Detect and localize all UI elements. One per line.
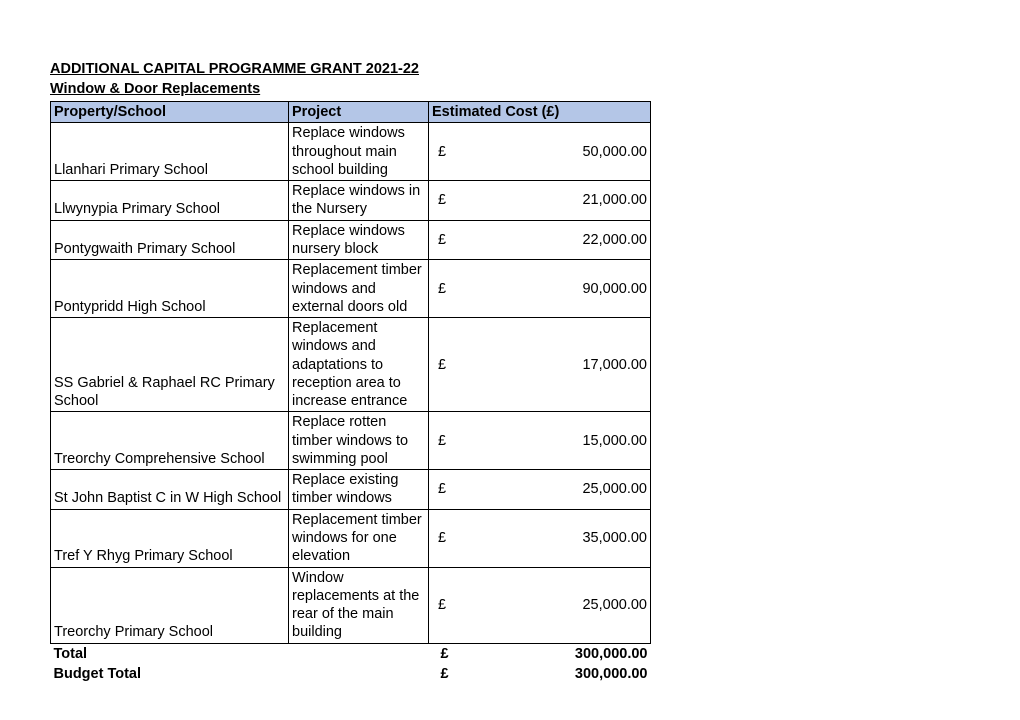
footer-label: Total: [51, 643, 289, 664]
table-row: Pontypridd High SchoolReplacement timber…: [51, 260, 651, 318]
table-row: Treorchy Comprehensive SchoolReplace rot…: [51, 412, 651, 470]
footer-label: Budget Total: [51, 664, 289, 684]
cost-amount: 22,000.00: [582, 231, 647, 249]
cell-cost: £90,000.00: [429, 260, 651, 318]
cost-amount: 35,000.00: [582, 529, 647, 547]
currency-symbol: £: [432, 529, 446, 547]
cost-amount: 25,000.00: [582, 480, 647, 498]
cell-project: Replacement windows and adaptations to r…: [289, 318, 429, 412]
cell-project: Replace windows in the Nursery: [289, 181, 429, 221]
cell-cost: £21,000.00: [429, 181, 651, 221]
cell-property: Treorchy Primary School: [51, 567, 289, 643]
footer-cost: £300,000.00: [429, 664, 651, 684]
cell-project: Replace rotten timber windows to swimmin…: [289, 412, 429, 470]
currency-symbol: £: [432, 231, 446, 249]
cost-amount: 17,000.00: [582, 356, 647, 374]
table-row: St John Baptist C in W High SchoolReplac…: [51, 470, 651, 510]
cost-amount: 300,000.00: [575, 665, 648, 683]
table-row: Llwynypia Primary SchoolReplace windows …: [51, 181, 651, 221]
cell-cost: £22,000.00: [429, 220, 651, 260]
cell-project: Replace windows nursery block: [289, 220, 429, 260]
cell-property: Tref Y Rhyg Primary School: [51, 509, 289, 567]
title-line-1: ADDITIONAL CAPITAL PROGRAMME GRANT 2021-…: [50, 60, 970, 80]
currency-symbol: £: [432, 356, 446, 374]
cell-property: Llanhari Primary School: [51, 123, 289, 181]
cost-amount: 15,000.00: [582, 432, 647, 450]
footer-blank: [289, 664, 429, 684]
cell-cost: £25,000.00: [429, 470, 651, 510]
cell-cost: £25,000.00: [429, 567, 651, 643]
cell-property: SS Gabriel & Raphael RC Primary School: [51, 318, 289, 412]
cell-project: Replacement timber windows for one eleva…: [289, 509, 429, 567]
currency-symbol: £: [432, 143, 446, 161]
col-header-cost: Estimated Cost (£): [429, 102, 651, 123]
table-row: SS Gabriel & Raphael RC Primary SchoolRe…: [51, 318, 651, 412]
cell-property: Llwynypia Primary School: [51, 181, 289, 221]
table-row: Treorchy Primary SchoolWindow replacemen…: [51, 567, 651, 643]
cell-project: Replace existing timber windows: [289, 470, 429, 510]
document-title: ADDITIONAL CAPITAL PROGRAMME GRANT 2021-…: [50, 60, 970, 99]
cell-project: Replacement timber windows and external …: [289, 260, 429, 318]
cell-cost: £15,000.00: [429, 412, 651, 470]
col-header-project: Project: [289, 102, 429, 123]
currency-symbol: £: [432, 665, 449, 683]
currency-symbol: £: [432, 191, 446, 209]
cell-property: Pontygwaith Primary School: [51, 220, 289, 260]
cell-cost: £35,000.00: [429, 509, 651, 567]
currency-symbol: £: [432, 280, 446, 298]
currency-symbol: £: [432, 596, 446, 614]
cost-amount: 300,000.00: [575, 645, 648, 663]
cell-cost: £50,000.00: [429, 123, 651, 181]
cost-amount: 21,000.00: [582, 191, 647, 209]
cost-table: Property/School Project Estimated Cost (…: [50, 101, 651, 684]
table-row: Pontygwaith Primary SchoolReplace window…: [51, 220, 651, 260]
cell-project: Window replacements at the rear of the m…: [289, 567, 429, 643]
title-line-2: Window & Door Replacements: [50, 80, 970, 100]
table-row: Llanhari Primary SchoolReplace windows t…: [51, 123, 651, 181]
cell-cost: £17,000.00: [429, 318, 651, 412]
cell-property: St John Baptist C in W High School: [51, 470, 289, 510]
currency-symbol: £: [432, 480, 446, 498]
table-header-row: Property/School Project Estimated Cost (…: [51, 102, 651, 123]
cell-project: Replace windows throughout main school b…: [289, 123, 429, 181]
cost-amount: 90,000.00: [582, 280, 647, 298]
footer-cost: £300,000.00: [429, 643, 651, 664]
table-row: Tref Y Rhyg Primary SchoolReplacement ti…: [51, 509, 651, 567]
currency-symbol: £: [432, 645, 449, 663]
col-header-property: Property/School: [51, 102, 289, 123]
table-footer-row: Budget Total £300,000.00: [51, 664, 651, 684]
cell-property: Pontypridd High School: [51, 260, 289, 318]
cost-amount: 50,000.00: [582, 143, 647, 161]
table-footer-row: Total £300,000.00: [51, 643, 651, 664]
footer-blank: [289, 643, 429, 664]
currency-symbol: £: [432, 432, 446, 450]
cost-amount: 25,000.00: [582, 596, 647, 614]
cell-property: Treorchy Comprehensive School: [51, 412, 289, 470]
